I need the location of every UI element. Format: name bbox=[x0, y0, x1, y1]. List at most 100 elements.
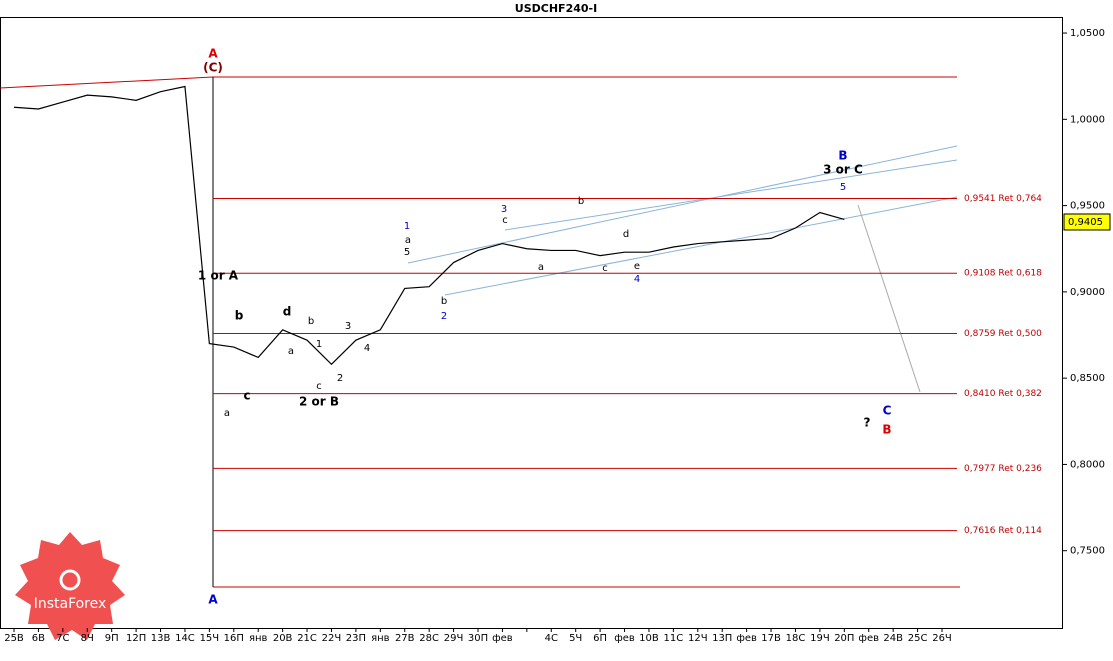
x-tick-label: 18C bbox=[786, 633, 806, 644]
wave-label: 1 bbox=[404, 221, 410, 232]
y-tick-label: 1,0000 bbox=[1070, 114, 1105, 125]
wave-label: a bbox=[288, 346, 294, 357]
wave-label: d bbox=[623, 229, 629, 240]
price-label: 0,9405 bbox=[1068, 217, 1103, 228]
wave-label: c bbox=[243, 389, 250, 403]
x-tick-label: 19Ч bbox=[810, 633, 830, 644]
price-line bbox=[13, 85, 845, 366]
level-label: 0,9108 Ret 0,618 bbox=[964, 269, 1042, 279]
x-tick-label: 26Ч bbox=[932, 633, 952, 644]
x-tick-label: 7C bbox=[56, 633, 69, 644]
wave-label: a bbox=[538, 262, 544, 273]
x-tick-label: 23П bbox=[346, 633, 366, 644]
trend-line bbox=[0, 76, 214, 89]
wave-label: 4 bbox=[634, 274, 640, 285]
channel-line bbox=[504, 159, 958, 231]
x-tick-label: фев bbox=[736, 633, 757, 644]
y-tick-label: 0,9500 bbox=[1070, 201, 1105, 212]
x-tick-label: 12Ч bbox=[688, 633, 708, 644]
wave-label: c bbox=[502, 215, 508, 226]
x-tick-label: 16П bbox=[224, 633, 244, 644]
wave-label: b bbox=[235, 309, 244, 323]
x-tick-label: 17B bbox=[761, 633, 781, 644]
x-tick-label: 21C bbox=[297, 633, 317, 644]
x-tick-label: фев bbox=[614, 633, 635, 644]
y-tick-label: 0,9000 bbox=[1070, 287, 1105, 298]
wave-label: d bbox=[283, 305, 292, 319]
level-label: 0,9541 Ret 0,764 bbox=[964, 194, 1042, 204]
x-tick-label: 12П bbox=[126, 633, 146, 644]
wave-label: 3 bbox=[501, 204, 507, 215]
price-box bbox=[1063, 213, 1111, 231]
chart-title: USDCHF240-I bbox=[515, 2, 597, 15]
wave-label: 3 bbox=[345, 321, 351, 332]
wave-label: a bbox=[405, 235, 411, 246]
channel-line bbox=[407, 145, 958, 264]
x-tick-label: 30П bbox=[468, 633, 488, 644]
x-tick-label: 28C bbox=[419, 633, 439, 644]
wave-label: 2 bbox=[337, 373, 343, 384]
wave-label: b bbox=[578, 196, 584, 207]
wave-label: c bbox=[316, 381, 322, 392]
plot-frame bbox=[0, 17, 1063, 629]
level-label: 0,7616 Ret 0,114 bbox=[964, 526, 1042, 536]
wave-label: ? bbox=[864, 416, 871, 430]
wave-label: 1 bbox=[316, 339, 322, 350]
x-tick-label: 20B bbox=[273, 633, 293, 644]
x-tick-label: 8Ч bbox=[81, 633, 94, 644]
wave-label: 4 bbox=[364, 343, 370, 354]
logo-icon bbox=[59, 569, 81, 591]
x-tick-label: 27B bbox=[395, 633, 415, 644]
wave-label: 5 bbox=[404, 247, 410, 258]
x-tick-label: фев bbox=[492, 633, 513, 644]
x-tick-label: 24B bbox=[883, 633, 903, 644]
x-tick-label: 15Ч bbox=[200, 633, 220, 644]
x-tick-label: 6B bbox=[32, 633, 45, 644]
wave-label: 2 bbox=[441, 311, 447, 322]
level-label: 0,8759 Ret 0,500 bbox=[964, 329, 1042, 339]
level-label: 0,7977 Ret 0,236 bbox=[964, 464, 1042, 474]
wave-label: B bbox=[882, 423, 891, 437]
x-tick-label: янв bbox=[371, 633, 390, 644]
channel-line bbox=[444, 196, 958, 296]
level-label: 0,8410 Ret 0,382 bbox=[964, 389, 1042, 399]
logo: InstaForex bbox=[15, 532, 125, 640]
x-tick-label: 11C bbox=[664, 633, 684, 644]
x-tick-label: янв bbox=[249, 633, 268, 644]
y-tick-label: 1,0500 bbox=[1070, 28, 1105, 39]
x-tick-label: 13B bbox=[151, 633, 171, 644]
wave-label: 2 or B bbox=[299, 395, 339, 409]
x-tick-label: 6П bbox=[593, 633, 607, 644]
x-tick-label: 10B bbox=[639, 633, 659, 644]
wave-label: A bbox=[208, 47, 218, 61]
x-tick-label: 13П bbox=[712, 633, 732, 644]
wave-label: c bbox=[602, 263, 608, 274]
x-tick-label: фев bbox=[858, 633, 879, 644]
wave-label: (C) bbox=[203, 61, 223, 75]
projection-line bbox=[857, 204, 921, 393]
x-tick-label: 29Ч bbox=[444, 633, 464, 644]
wave-label: 5 bbox=[840, 182, 846, 193]
wave-label: B bbox=[838, 149, 847, 163]
logo-text: InstaForex bbox=[34, 596, 107, 612]
wave-label: e bbox=[634, 261, 640, 272]
wave-label: b bbox=[441, 296, 447, 307]
x-tick-label: 5Ч bbox=[569, 633, 582, 644]
y-tick-label: 0,8500 bbox=[1070, 373, 1105, 384]
x-tick-label: 9П bbox=[105, 633, 119, 644]
wave-label: a bbox=[224, 408, 230, 419]
x-tick-label: 20П bbox=[834, 633, 854, 644]
wave-label: A bbox=[208, 593, 218, 607]
y-tick-label: 0,8000 bbox=[1070, 459, 1105, 470]
wave-label: 3 or C bbox=[823, 163, 863, 177]
x-tick-label: 14C bbox=[175, 633, 195, 644]
x-tick-label: 22Ч bbox=[322, 633, 342, 644]
wave-label: C bbox=[883, 404, 892, 418]
y-tick-label: 0,7500 bbox=[1070, 546, 1105, 557]
x-tick-label: 25C bbox=[908, 633, 928, 644]
logo-badge bbox=[15, 532, 125, 640]
wave-label: 1 or A bbox=[198, 269, 239, 283]
wave-label: b bbox=[308, 316, 314, 327]
x-tick-label: 4C bbox=[545, 633, 558, 644]
